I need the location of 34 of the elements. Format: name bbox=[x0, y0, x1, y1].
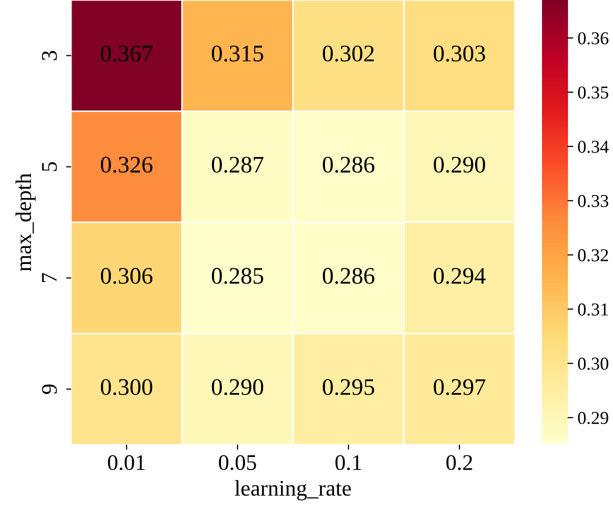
data-label: 0.315 bbox=[212, 46, 264, 62]
x-axis-title: learning_rate bbox=[234, 480, 351, 500]
color-bar-label: 0.35 bbox=[578, 86, 608, 99]
x-tick-label: 0.2 bbox=[446, 455, 472, 470]
data-label: 0.295 bbox=[322, 379, 374, 396]
color-bar-label: 0.34 bbox=[578, 140, 609, 153]
x-tick-label: 0.1 bbox=[335, 455, 362, 470]
data-label: 0.326 bbox=[100, 156, 152, 173]
data-label: 0.302 bbox=[322, 46, 374, 62]
data-label: 0.297 bbox=[434, 379, 486, 396]
data-label: 0.286 bbox=[322, 268, 374, 284]
y-axis-title: max_depth bbox=[16, 173, 36, 272]
data-label: 0.290 bbox=[212, 379, 264, 396]
color-bar-label: 0.31 bbox=[578, 303, 608, 316]
color-bar-label: 0.32 bbox=[578, 249, 608, 262]
data-label: 0.290 bbox=[434, 156, 486, 173]
data-label: 0.287 bbox=[212, 156, 264, 173]
data-label: 0.303 bbox=[434, 46, 486, 62]
data-label: 0.306 bbox=[100, 268, 152, 284]
data-label: 0.294 bbox=[434, 268, 486, 284]
x-tick-label: 0.01 bbox=[108, 455, 145, 470]
color-bar-label: 0.36 bbox=[578, 32, 608, 44]
data-label: 0.286 bbox=[322, 156, 374, 173]
x-tick-label: 0.05 bbox=[218, 455, 256, 470]
color-bar-label: 0.29 bbox=[578, 412, 608, 424]
data-label: 0.300 bbox=[100, 379, 152, 396]
y-tick-label: 9 bbox=[42, 384, 57, 394]
y-tick-label: 5 bbox=[42, 162, 57, 172]
y-tick-label: 7 bbox=[42, 273, 57, 282]
color-bar-label: 0.33 bbox=[578, 194, 608, 208]
data-label: 0.285 bbox=[212, 268, 264, 284]
data-label: 0.367 bbox=[100, 46, 152, 62]
color-bar-label: 0.30 bbox=[578, 358, 608, 370]
y-tick-label: 3 bbox=[42, 50, 57, 60]
